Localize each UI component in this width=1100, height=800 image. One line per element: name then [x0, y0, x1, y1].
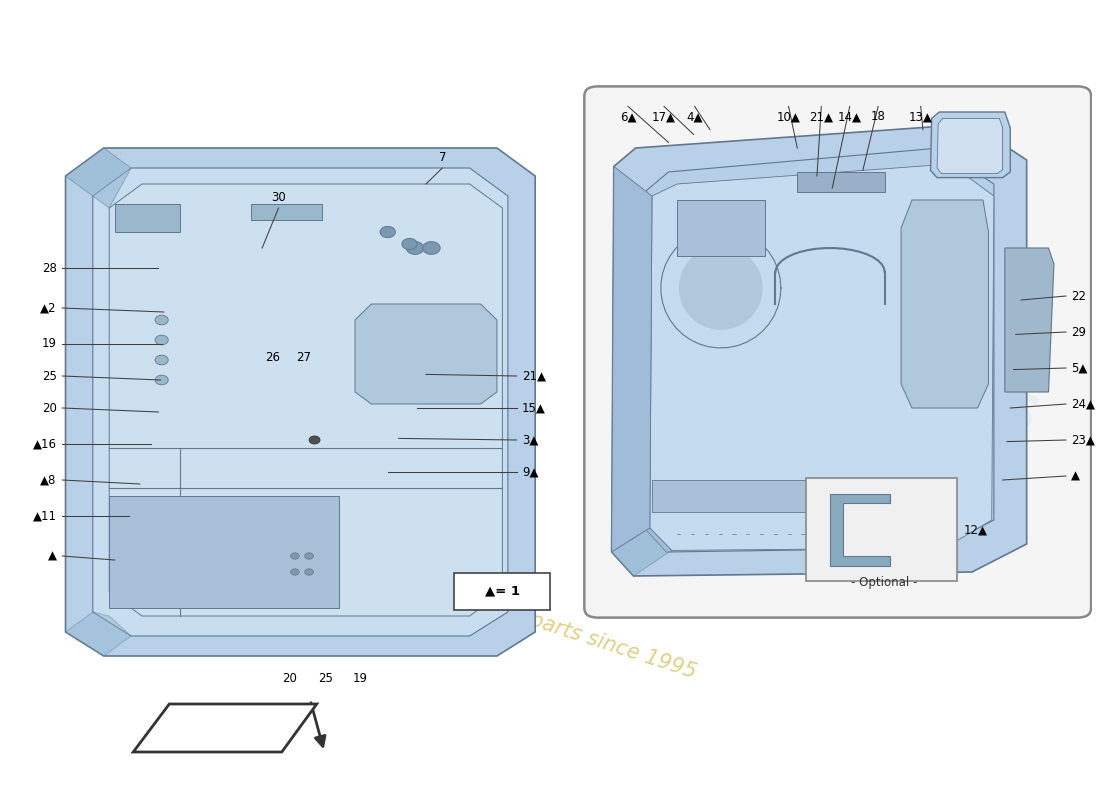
Circle shape	[155, 335, 168, 345]
Polygon shape	[92, 168, 508, 636]
Text: 21▲: 21▲	[810, 110, 834, 123]
Polygon shape	[679, 246, 763, 330]
Text: a passion for parts since 1995: a passion for parts since 1995	[393, 566, 698, 682]
Text: 15▲: 15▲	[522, 402, 546, 414]
Circle shape	[305, 553, 314, 559]
Text: 20: 20	[42, 402, 57, 414]
Polygon shape	[109, 496, 339, 608]
Polygon shape	[901, 200, 989, 408]
Text: eL: eL	[134, 426, 302, 566]
Polygon shape	[937, 118, 1002, 174]
Polygon shape	[133, 704, 317, 752]
Text: 30: 30	[271, 191, 286, 204]
Text: uSioS: uSioS	[211, 453, 465, 587]
Polygon shape	[650, 164, 994, 550]
Polygon shape	[931, 112, 1010, 178]
Text: ▲= 1: ▲= 1	[485, 585, 520, 598]
Text: 28: 28	[42, 262, 57, 274]
Text: 22: 22	[1071, 290, 1087, 302]
Text: ▲16: ▲16	[33, 438, 57, 450]
Polygon shape	[798, 172, 884, 192]
Text: ▲11: ▲11	[33, 510, 57, 522]
Text: 5▲: 5▲	[1071, 362, 1088, 374]
Circle shape	[406, 242, 424, 254]
Polygon shape	[114, 204, 180, 232]
Text: 7: 7	[439, 151, 447, 164]
Text: 23▲: 23▲	[1071, 434, 1096, 446]
Text: 6▲: 6▲	[619, 110, 636, 123]
Polygon shape	[109, 184, 503, 616]
Text: 9▲: 9▲	[522, 466, 539, 478]
Text: 14▲: 14▲	[838, 110, 861, 123]
Circle shape	[381, 226, 395, 238]
Text: 29: 29	[1071, 326, 1087, 338]
Polygon shape	[1004, 248, 1054, 392]
Text: 26: 26	[265, 351, 280, 364]
Polygon shape	[645, 148, 994, 552]
FancyBboxPatch shape	[454, 573, 550, 610]
Text: 19: 19	[353, 672, 367, 685]
Text: - Optional -: - Optional -	[851, 576, 917, 589]
Text: 13▲: 13▲	[909, 110, 933, 123]
Polygon shape	[66, 148, 131, 208]
Text: eL: eL	[837, 327, 954, 425]
Circle shape	[402, 238, 417, 250]
Text: 17▲: 17▲	[652, 110, 676, 123]
Circle shape	[155, 375, 168, 385]
Text: 25: 25	[42, 370, 57, 382]
Polygon shape	[355, 304, 497, 404]
Polygon shape	[678, 200, 764, 256]
Text: 18: 18	[871, 110, 886, 123]
Polygon shape	[612, 166, 652, 552]
FancyBboxPatch shape	[806, 478, 957, 581]
Circle shape	[422, 242, 440, 254]
Text: 20: 20	[282, 672, 297, 685]
Text: 10▲: 10▲	[777, 110, 801, 123]
FancyBboxPatch shape	[584, 86, 1091, 618]
Text: ▲: ▲	[1071, 470, 1080, 482]
Text: ▲2: ▲2	[41, 302, 57, 314]
Circle shape	[290, 569, 299, 575]
Polygon shape	[66, 612, 131, 656]
Text: 12▲: 12▲	[964, 523, 988, 536]
Text: 24▲: 24▲	[1071, 398, 1096, 410]
Circle shape	[309, 436, 320, 444]
Text: 3▲: 3▲	[522, 434, 538, 446]
Text: ▲: ▲	[47, 550, 57, 562]
Text: 21▲: 21▲	[522, 370, 546, 382]
Polygon shape	[66, 148, 536, 656]
Polygon shape	[652, 480, 939, 512]
Polygon shape	[612, 124, 1026, 576]
Circle shape	[290, 553, 299, 559]
Text: 4▲: 4▲	[686, 110, 703, 123]
Polygon shape	[612, 528, 672, 576]
Text: uSioS: uSioS	[880, 357, 1042, 443]
Circle shape	[305, 569, 314, 575]
Text: 27: 27	[296, 351, 311, 364]
Polygon shape	[830, 494, 890, 566]
Text: 25: 25	[318, 672, 333, 685]
Circle shape	[155, 315, 168, 325]
Text: ▲8: ▲8	[41, 474, 57, 486]
Circle shape	[155, 355, 168, 365]
Polygon shape	[251, 204, 322, 220]
Text: 19: 19	[42, 338, 57, 350]
